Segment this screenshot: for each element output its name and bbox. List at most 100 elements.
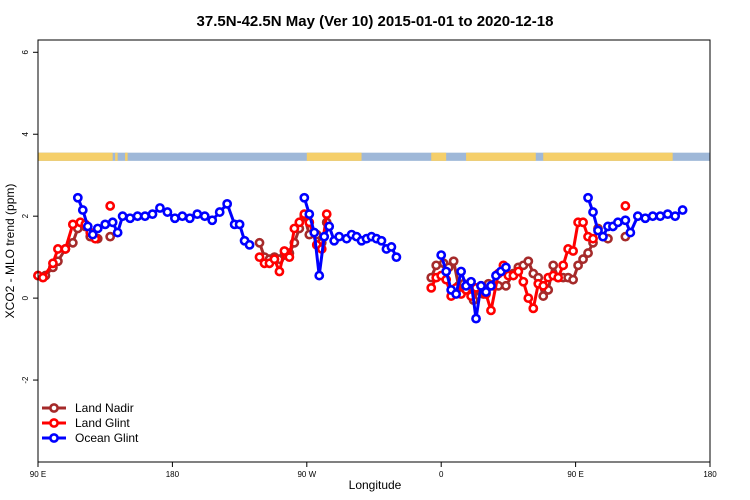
data-point-ocean-glint <box>441 266 452 277</box>
data-point-ocean-glint <box>132 211 143 222</box>
y-tick-label: 0 <box>21 295 30 300</box>
data-point-ocean-glint <box>214 207 225 217</box>
data-point-land-glint <box>294 217 305 228</box>
data-point-land-glint <box>558 260 569 271</box>
data-point-ocean-glint <box>324 221 335 232</box>
land-band-segment <box>115 152 118 161</box>
data-point-ocean-glint <box>593 225 603 236</box>
data-point-ocean-glint <box>309 227 320 238</box>
data-point-land-nadir <box>448 256 459 267</box>
legend-label: Land Glint <box>75 416 130 430</box>
data-point-ocean-glint <box>112 227 123 238</box>
legend-item-land-glint: Land Glint <box>42 416 130 430</box>
data-point-ocean-glint <box>314 270 325 281</box>
data-point-land-glint <box>269 254 280 265</box>
data-point-ocean-glint <box>234 219 245 230</box>
data-point-ocean-glint <box>140 211 150 222</box>
data-point-land-glint <box>513 266 524 277</box>
land-band-segment <box>306 152 362 161</box>
data-point-land-nadir <box>573 260 583 271</box>
data-point-ocean-glint <box>192 209 203 220</box>
data-point-ocean-glint <box>588 207 598 217</box>
x-tick-label: 90 E <box>30 470 46 479</box>
x-axis-label: Longitude <box>349 478 402 492</box>
data-point-ocean-glint <box>207 215 218 226</box>
data-point-ocean-glint <box>100 219 111 230</box>
data-point-ocean-glint <box>77 205 88 215</box>
data-point-ocean-glint <box>613 217 623 228</box>
y-tick-label: 6 <box>21 50 30 55</box>
data-point-land-nadir <box>548 260 559 271</box>
data-point-ocean-glint <box>222 198 233 209</box>
chart-title: 37.5N-42.5N May (Ver 10) 2015-01-01 to 2… <box>197 13 554 30</box>
data-point-land-glint <box>588 233 598 244</box>
legend-label: Ocean Glint <box>75 431 139 445</box>
data-point-land-glint <box>568 246 579 256</box>
series-layer <box>33 192 688 324</box>
data-point-land-nadir <box>538 291 549 301</box>
y-tick-label: 4 <box>21 131 30 136</box>
data-point-land-nadir <box>583 248 593 258</box>
data-point-ocean-glint <box>334 231 345 242</box>
legend-item-ocean-glint: Ocean Glint <box>42 431 139 445</box>
data-point-land-glint <box>105 201 116 211</box>
legend-marker <box>49 418 59 428</box>
data-point-ocean-glint <box>471 313 481 324</box>
data-point-land-glint <box>53 244 63 254</box>
data-point-land-glint <box>289 223 300 234</box>
data-point-ocean-glint <box>476 280 486 291</box>
series-ocean-glint <box>72 192 688 324</box>
y-tick-label: 2 <box>21 213 30 218</box>
data-point-ocean-glint <box>304 209 315 220</box>
series-land-glint <box>33 201 631 316</box>
data-point-land-glint <box>528 303 539 314</box>
data-point-ocean-glint <box>169 213 180 224</box>
data-point-ocean-glint <box>386 242 397 252</box>
data-point-land-glint <box>426 282 437 293</box>
data-point-ocean-glint <box>199 211 210 222</box>
data-point-ocean-glint <box>655 211 666 222</box>
data-point-land-glint <box>274 266 285 277</box>
data-point-ocean-glint <box>72 192 83 203</box>
x-tick-label: 90 E <box>567 470 583 479</box>
data-point-ocean-glint <box>677 205 688 215</box>
legend-item-land-nadir: Land Nadir <box>42 401 134 415</box>
data-point-land-glint <box>620 201 631 211</box>
data-point-land-nadir <box>431 260 442 271</box>
data-point-ocean-glint <box>319 231 330 242</box>
data-point-ocean-glint <box>662 209 673 220</box>
land-band-segment <box>543 152 673 161</box>
data-point-ocean-glint <box>481 287 491 297</box>
land-band-segment <box>38 152 113 161</box>
land-band-segment <box>125 152 128 161</box>
data-point-ocean-glint <box>620 215 631 226</box>
axes: -2 0 2 4 6 90 E 180 90 W 0 90 E 180 <box>21 50 717 479</box>
data-point-land-nadir <box>105 231 116 242</box>
data-point-ocean-glint <box>451 289 462 299</box>
data-point-land-glint <box>67 219 78 230</box>
x-tick-label: 180 <box>703 470 717 479</box>
data-point-ocean-glint <box>107 217 118 228</box>
data-point-ocean-glint <box>486 280 496 291</box>
data-point-ocean-glint <box>647 211 658 222</box>
legend-marker <box>49 403 59 413</box>
data-point-land-nadir <box>578 254 588 265</box>
data-point-land-glint <box>518 276 529 287</box>
data-point-land-nadir <box>67 237 78 248</box>
land-band-segment <box>431 152 447 161</box>
legend-label: Land Nadir <box>75 401 134 415</box>
data-point-land-glint <box>60 244 71 254</box>
data-point-land-glint <box>538 280 549 291</box>
data-point-ocean-glint <box>92 223 103 234</box>
y-tick-label: -2 <box>21 376 30 384</box>
data-point-ocean-glint <box>125 213 135 224</box>
legend-marker <box>49 433 59 443</box>
plot-frame <box>37 39 711 463</box>
data-point-land-nadir <box>523 256 534 267</box>
data-point-ocean-glint <box>436 250 447 260</box>
data-point-ocean-glint <box>87 229 98 240</box>
ocean-band <box>38 152 710 161</box>
data-point-ocean-glint <box>670 211 681 222</box>
